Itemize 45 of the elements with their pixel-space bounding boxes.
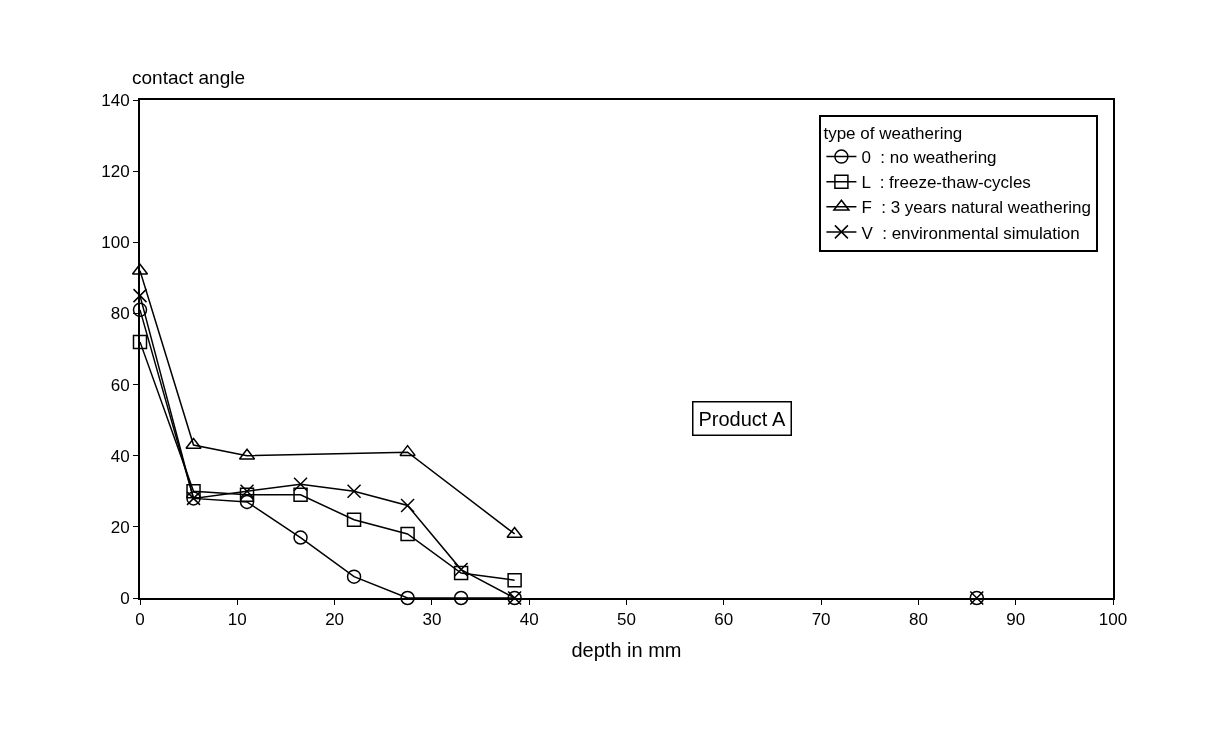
y-tick-label: 20 — [110, 517, 130, 537]
legend-label: V : environmental simulation — [861, 223, 1080, 243]
x-tick-label: 50 — [617, 610, 636, 630]
y-tick-label: 60 — [110, 375, 130, 395]
y-tick-label: 100 — [101, 233, 130, 253]
x-tick-label: 60 — [714, 610, 734, 630]
point — [346, 569, 362, 584]
x-tick-label: 10 — [227, 610, 247, 630]
point — [239, 487, 255, 503]
point — [293, 530, 308, 545]
y-tick-label: 140 — [101, 90, 130, 110]
legend-label: 0 : no weathering — [861, 148, 997, 168]
x-tick-label: 20 — [325, 610, 345, 630]
y-tick-label: 80 — [110, 304, 130, 324]
x-tick-label: 80 — [908, 610, 928, 630]
point — [453, 590, 469, 606]
point — [293, 487, 308, 503]
x-tick-label: 40 — [519, 610, 539, 630]
point — [185, 437, 202, 450]
point — [132, 334, 148, 350]
point — [400, 590, 415, 606]
y-axis-title: contact angle — [132, 67, 246, 88]
y-tick-label: 0 — [120, 588, 130, 608]
annotation: Product A — [698, 407, 786, 430]
legend-title: type of weathering — [823, 124, 963, 144]
point — [399, 444, 416, 457]
point — [507, 572, 522, 588]
point — [346, 484, 362, 499]
x-tick-label: 0 — [135, 610, 145, 630]
y-tick-label: 120 — [101, 162, 130, 182]
legend-label: F : 3 years natural weathering — [861, 198, 1092, 218]
point — [400, 526, 415, 542]
x-tick-label: 90 — [1006, 610, 1026, 630]
x-tick-label: 30 — [422, 610, 442, 630]
point — [132, 302, 148, 318]
point — [132, 288, 148, 303]
point — [346, 512, 362, 527]
point — [506, 526, 523, 538]
y-tick-label: 40 — [110, 446, 130, 466]
point — [453, 565, 469, 581]
x-axis-title: depth in mm — [571, 639, 682, 662]
x-tick-label: 100 — [1098, 610, 1128, 630]
x-tick-label: 70 — [811, 610, 831, 630]
legend-label: L : freeze-thaw-cycles — [861, 173, 1031, 193]
point — [239, 494, 255, 510]
